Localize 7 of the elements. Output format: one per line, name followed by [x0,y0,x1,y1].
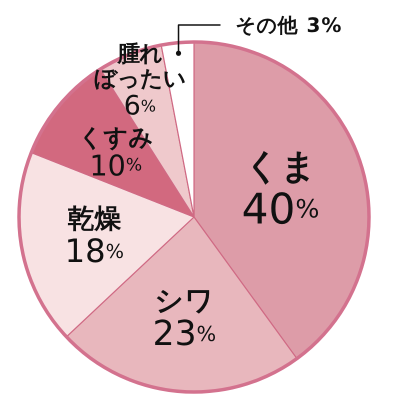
slice-label: くすみ [78,123,154,152]
slice-label: 乾燥 [67,204,122,235]
slice-label: シワ [154,282,214,317]
slice-label: その他 3% [236,13,342,37]
data-label: 18% [64,232,124,270]
data-label: 23% [152,314,216,354]
data-label: 6% [124,90,156,121]
